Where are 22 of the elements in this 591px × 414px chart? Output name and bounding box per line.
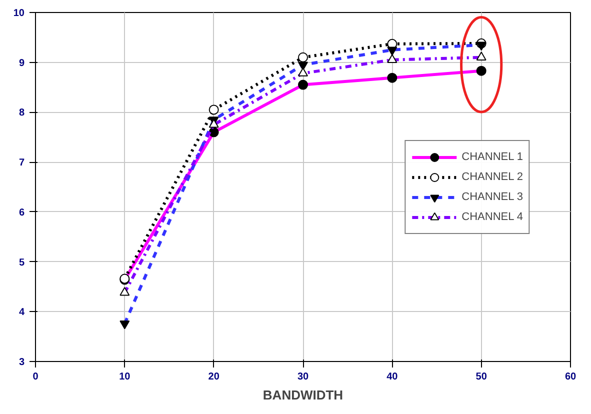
x-tick-label: 30 [297,372,309,382]
y-tick-label: 9 [18,58,25,69]
x-tick-label: 50 [476,372,488,382]
y-tick-label: 6 [18,207,25,218]
legend-label: CHANNEL 1 [462,150,523,162]
x-tick-label: 60 [564,372,576,382]
point [208,104,219,115]
y-tick-label: 3 [18,357,25,368]
legend-label: CHANNEL 2 [462,170,523,182]
point [298,52,308,62]
y-tick-label: 7 [18,158,25,169]
x-tick-label: 10 [119,372,131,382]
legend-label: CHANNEL 4 [462,210,523,222]
x-axis-title: BANDWIDTH [262,388,344,402]
y-tick-label: 10 [13,8,25,19]
x-tick-label: 40 [386,372,398,382]
y-tick-label: 4 [18,307,25,318]
x-tick-label: 20 [208,372,220,382]
y-tick-label: 5 [18,257,25,268]
y-tick-label: 8 [18,108,25,119]
x-tick-label: 0 [32,372,39,382]
legend-label: CHANNEL 3 [462,190,523,202]
